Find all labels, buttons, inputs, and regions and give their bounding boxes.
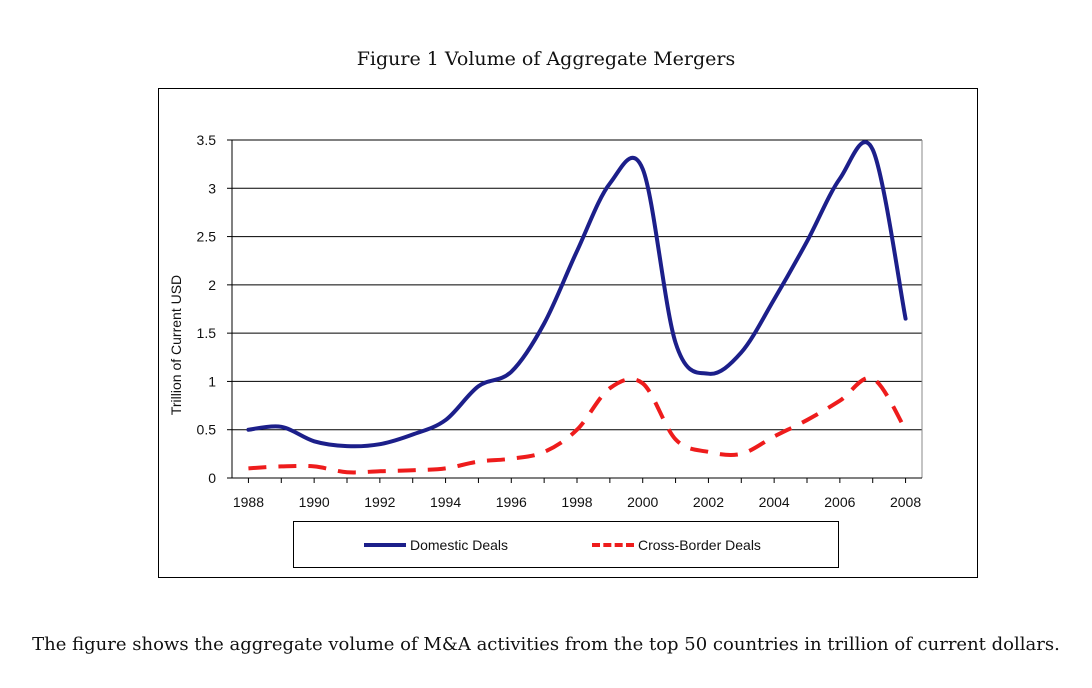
x-tick-label: 1998 (561, 494, 592, 510)
y-tick-label: 3.5 (197, 132, 217, 148)
x-tick-label: 2002 (693, 494, 724, 510)
figure-caption: The figure shows the aggregate volume of… (32, 634, 1060, 655)
series-line-crossborder (248, 375, 908, 475)
x-tick-label: 2000 (627, 494, 658, 510)
x-tick-label: 1990 (299, 494, 330, 510)
y-tick-label: 0 (208, 470, 216, 486)
x-tick-label: 1994 (430, 494, 461, 510)
axes: 0 0.5 1 1.5 2 2.5 3 3.5 1988 1990 1992 1994 1996 1998… (197, 132, 922, 510)
series-line-domestic (246, 140, 908, 449)
x-tick-label: 1988 (233, 494, 264, 510)
y-tick-label: 2.5 (197, 229, 217, 245)
legend-swatch-domestic (364, 543, 406, 547)
legend: Domestic Deals Cross-Border Deals (293, 521, 839, 568)
x-tick-label: 2008 (890, 494, 921, 510)
series-lines (246, 140, 908, 475)
x-tick-label: 2004 (759, 494, 790, 510)
gridlines (232, 139, 923, 478)
figure-title: Figure 1 Volume of Aggregate Mergers (356, 48, 736, 70)
legend-item-crossborder: Cross-Border Deals (592, 535, 761, 555)
legend-label-domestic: Domestic Deals (410, 537, 509, 553)
x-tick-label: 1992 (364, 494, 395, 510)
legend-label-crossborder: Cross-Border Deals (638, 537, 761, 553)
y-tick-label: 3 (208, 180, 216, 196)
chart-frame (158, 88, 978, 578)
y-axis-label: Trillion of Current USD (168, 275, 184, 415)
legend-item-domestic: Domestic Deals (364, 535, 508, 555)
y-tick-label: 0.5 (197, 422, 217, 438)
legend-swatch-crossborder (592, 543, 634, 547)
y-tick-label: 1 (208, 373, 216, 389)
y-tick-label: 2 (208, 277, 216, 293)
x-tick-label: 1996 (496, 494, 527, 510)
x-tick-label: 2006 (824, 494, 855, 510)
y-tick-label: 1.5 (197, 325, 217, 341)
